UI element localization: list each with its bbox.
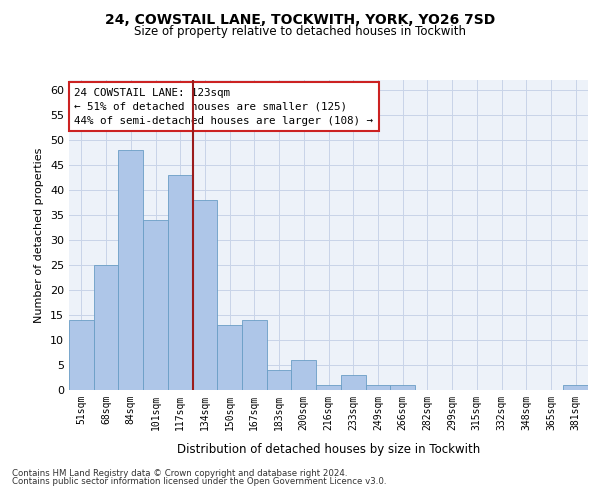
Text: Distribution of detached houses by size in Tockwith: Distribution of detached houses by size … [177, 442, 481, 456]
Bar [365, 385, 390, 390]
Text: Contains public sector information licensed under the Open Government Licence v3: Contains public sector information licen… [12, 477, 386, 486]
Bar [193, 200, 217, 390]
Bar [94, 265, 118, 390]
Bar [143, 220, 168, 390]
Text: 24, COWSTAIL LANE, TOCKWITH, YORK, YO26 7SD: 24, COWSTAIL LANE, TOCKWITH, YORK, YO26 … [105, 12, 495, 26]
Text: Contains HM Land Registry data © Crown copyright and database right 2024.: Contains HM Land Registry data © Crown c… [12, 468, 347, 477]
Bar [267, 370, 292, 390]
Bar [69, 320, 94, 390]
Text: 24 COWSTAIL LANE: 123sqm
← 51% of detached houses are smaller (125)
44% of semi-: 24 COWSTAIL LANE: 123sqm ← 51% of detach… [74, 88, 373, 126]
Bar [316, 385, 341, 390]
Bar [341, 375, 365, 390]
Y-axis label: Number of detached properties: Number of detached properties [34, 148, 44, 322]
Bar [118, 150, 143, 390]
Bar [242, 320, 267, 390]
Bar [217, 325, 242, 390]
Bar [292, 360, 316, 390]
Bar [563, 385, 588, 390]
Bar [390, 385, 415, 390]
Bar [168, 175, 193, 390]
Text: Size of property relative to detached houses in Tockwith: Size of property relative to detached ho… [134, 24, 466, 38]
